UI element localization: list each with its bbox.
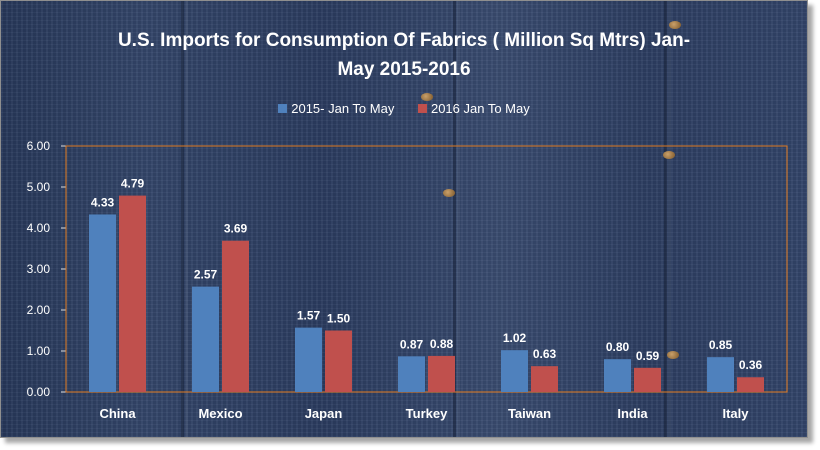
plot-area xyxy=(65,145,788,393)
bar-2015 xyxy=(707,357,734,392)
y-tick-label: 4.00 xyxy=(27,221,51,235)
rivet-icon xyxy=(667,351,679,359)
y-axis: 0.00 1.00 2.00 3.00 4.00 5.00 6.00 xyxy=(27,139,67,399)
data-label: 1.57 xyxy=(297,309,321,323)
legend-item-2015: 2015- Jan To May xyxy=(278,101,394,116)
legend-item-2016: 2016 Jan To May xyxy=(417,101,530,116)
x-tick-label: Japan xyxy=(305,406,343,421)
bar-2016 xyxy=(119,195,146,392)
data-label: 1.50 xyxy=(327,312,351,326)
data-label: 4.79 xyxy=(121,177,145,191)
rivet-icon xyxy=(663,151,675,159)
x-tick-label: Italy xyxy=(722,406,749,421)
x-tick-label: India xyxy=(617,406,648,421)
y-tick-label: 5.00 xyxy=(27,180,51,194)
legend-label-2015: 2015- Jan To May xyxy=(291,101,395,116)
legend-label-2016: 2016 Jan To May xyxy=(430,101,530,116)
bar-2016 xyxy=(634,367,661,392)
bar-chart: 0.00 1.00 2.00 3.00 4.00 5.00 6.00 4.33 4.79 2.5… xyxy=(27,139,788,421)
rivet-icon xyxy=(669,21,681,29)
data-label: 2.57 xyxy=(194,268,218,282)
chart-frame: U.S. Imports for Consumption Of Fabrics … xyxy=(0,0,808,438)
data-label: 0.63 xyxy=(533,347,557,361)
y-tick-label: 3.00 xyxy=(27,262,51,276)
x-tick-label: China xyxy=(99,406,136,421)
legend-swatch-2016 xyxy=(417,104,427,113)
bar-2016 xyxy=(737,377,764,392)
bar-2015 xyxy=(295,327,322,392)
legend-swatch-2015 xyxy=(278,104,288,113)
chart-legend: 2015- Jan To May 2016 Jan To May xyxy=(1,101,807,116)
data-label: 0.80 xyxy=(606,340,630,354)
bar-2016 xyxy=(428,355,455,392)
data-label: 0.59 xyxy=(636,349,660,363)
rivet-icon xyxy=(443,189,455,197)
bar-2015 xyxy=(604,359,631,392)
bars: 4.33 4.79 2.57 3.69 1.57 1.50 0.87 0.88 1.02 0.63… xyxy=(89,177,764,392)
chart-title-line-1: U.S. Imports for Consumption Of Fabrics … xyxy=(117,30,691,51)
fabric-seam xyxy=(181,1,184,437)
data-label: 0.85 xyxy=(709,338,733,352)
data-label: 0.88 xyxy=(430,337,454,351)
y-tick-label: 1.00 xyxy=(27,344,51,358)
rivet-icon xyxy=(421,93,433,101)
bar-2016 xyxy=(222,240,249,392)
x-tick-label: Taiwan xyxy=(508,406,551,421)
bar-2015 xyxy=(89,214,116,392)
bar-2016 xyxy=(531,366,558,392)
bar-2015 xyxy=(398,356,425,392)
x-tick-label: Turkey xyxy=(406,406,448,421)
bar-2016 xyxy=(325,330,352,392)
bar-2015 xyxy=(192,286,219,392)
y-tick-label: 6.00 xyxy=(27,139,51,153)
x-tick-label: Mexico xyxy=(198,406,242,421)
fabric-seam xyxy=(453,1,456,437)
y-tick-label: 2.00 xyxy=(27,303,51,317)
data-label: 4.33 xyxy=(91,195,115,209)
data-label: 0.36 xyxy=(739,358,763,372)
chart-title-line-2: May 2015-2016 xyxy=(337,59,471,80)
data-label: 3.69 xyxy=(224,222,248,236)
fabric-seam xyxy=(664,1,667,437)
x-axis: China Mexico Japan Turkey Taiwan India Italy xyxy=(99,406,749,421)
bar-2015 xyxy=(501,350,528,392)
plot-area-border xyxy=(65,145,788,393)
data-label: 1.02 xyxy=(503,331,527,345)
y-tick-label: 0.00 xyxy=(27,385,51,399)
data-label: 0.87 xyxy=(400,337,424,351)
